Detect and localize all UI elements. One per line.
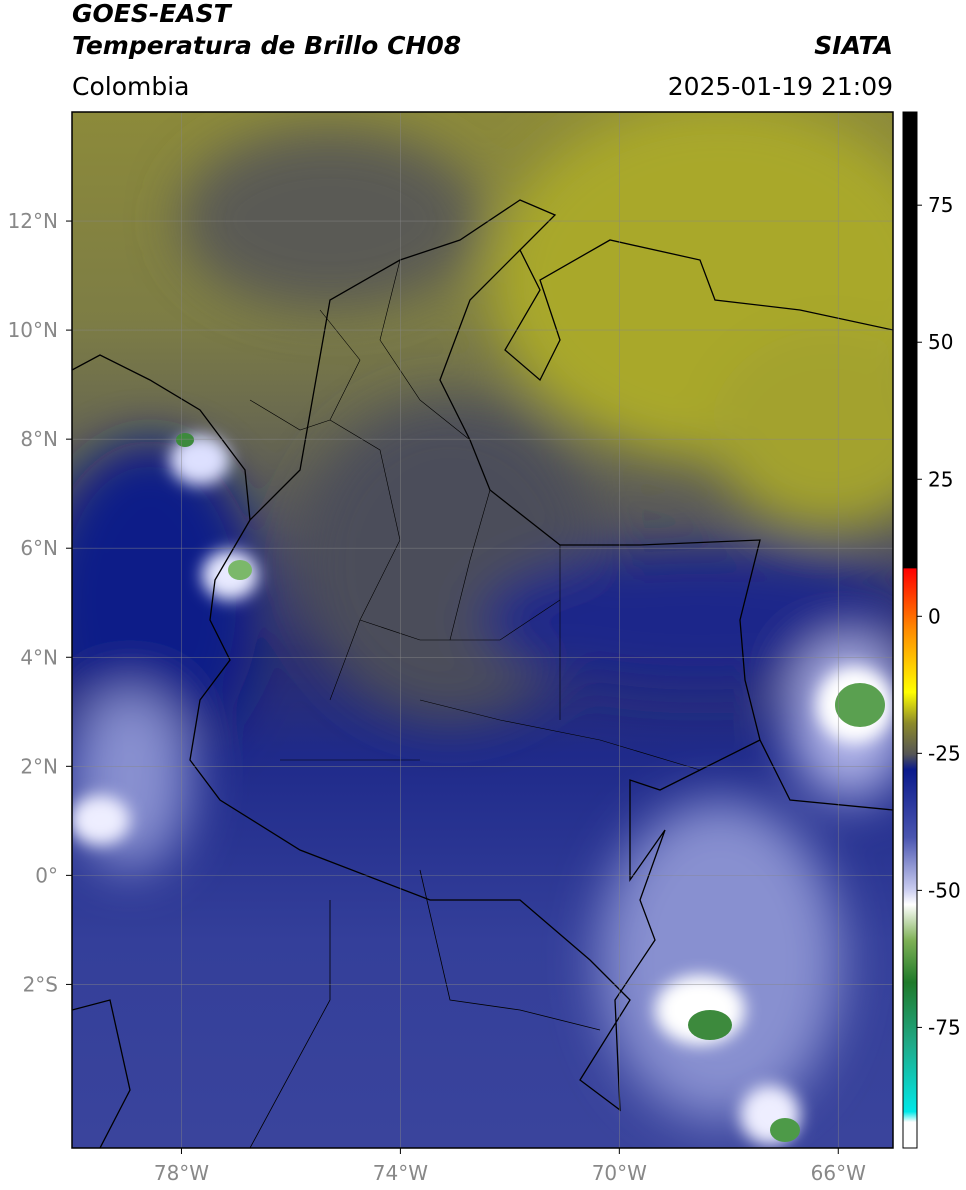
x-tick-label: 66°W	[811, 1161, 866, 1185]
satellite-image	[72, 112, 893, 1148]
grid	[72, 112, 893, 1148]
product: Temperatura de Brillo CH08	[72, 31, 461, 60]
source: SIATA	[814, 31, 893, 60]
colorbar-tick-label: 50	[928, 330, 953, 354]
y-tick-label: 12°N	[8, 209, 58, 233]
y-tick-label: 0°	[35, 863, 58, 887]
colorbar-tick-label: 75	[928, 193, 953, 217]
y-tick-label: 2°N	[20, 754, 58, 778]
x-tick-label: 78°W	[154, 1161, 209, 1185]
datetime: 2025-01-19 21:09	[668, 72, 893, 101]
colorbar-tick-label: -25	[928, 741, 961, 765]
colorbar-tick-label: -50	[928, 878, 961, 902]
y-tick-label: 10°N	[8, 318, 58, 342]
colorbar-tick-label: 25	[928, 467, 953, 491]
region: Colombia	[72, 72, 189, 101]
y-tick-label: 8°N	[20, 427, 58, 451]
y-tick-label: 4°N	[20, 645, 58, 669]
colorbar-tick-label: -75	[928, 1015, 961, 1039]
satellite: GOES-EAST	[72, 0, 233, 28]
colorbar	[902, 111, 918, 1149]
x-tick-label: 74°W	[373, 1161, 428, 1185]
x-tick-label: 70°W	[592, 1161, 647, 1185]
map-frame	[71, 111, 894, 1149]
y-tick-label: 2°S	[23, 972, 58, 996]
y-tick-label: 6°N	[20, 536, 58, 560]
colorbar-tick-label: 0	[928, 604, 941, 628]
